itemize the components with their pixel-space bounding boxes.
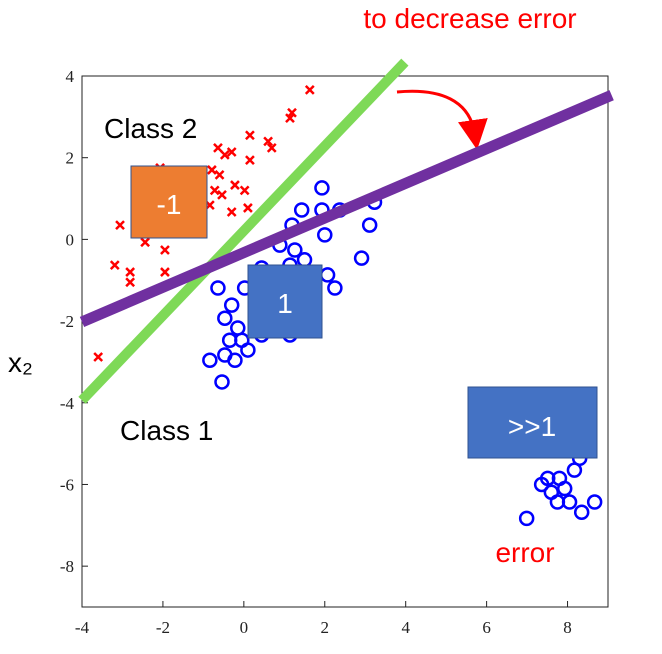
point [217, 189, 227, 200]
point [317, 227, 333, 243]
box-label: -1 [157, 189, 182, 220]
point [115, 220, 125, 230]
point [361, 217, 378, 233]
point [210, 280, 226, 296]
point [296, 252, 313, 268]
x-tick-label: 6 [482, 618, 491, 637]
label-box [130, 165, 208, 239]
point [573, 504, 590, 520]
point [304, 85, 315, 95]
y-tick-label: -8 [60, 557, 74, 576]
point [160, 267, 170, 277]
point [287, 242, 303, 258]
point [214, 374, 230, 390]
point [586, 494, 603, 510]
point [230, 180, 240, 190]
point [549, 494, 566, 510]
y-tick-label: 2 [66, 149, 75, 168]
point [314, 180, 330, 196]
point [217, 310, 233, 326]
point [239, 185, 250, 196]
y-tick-label: -4 [60, 394, 75, 413]
point [125, 277, 136, 288]
boundary-line [79, 90, 614, 327]
x-tick-label: 2 [321, 618, 330, 637]
point [353, 250, 370, 266]
point [219, 149, 230, 160]
x-tick-label: 8 [563, 618, 572, 637]
x-tick-label: -2 [156, 618, 170, 637]
point [226, 207, 237, 217]
label-box [467, 386, 598, 459]
point [245, 155, 255, 166]
point [226, 147, 237, 157]
point [266, 143, 277, 153]
point [223, 297, 240, 313]
point [533, 476, 550, 493]
class-label: Class 2 [104, 113, 197, 144]
point [518, 510, 535, 527]
point [214, 169, 225, 180]
point [206, 165, 217, 175]
y-tick-label: -6 [60, 475, 74, 494]
y-tick-label: 0 [66, 230, 75, 249]
point [125, 267, 136, 277]
x-tick-label: -4 [75, 618, 90, 637]
point [109, 260, 120, 271]
point [227, 352, 243, 369]
point [209, 185, 220, 196]
point [160, 245, 170, 255]
point [202, 352, 218, 369]
y-axis-label: x₂ [8, 347, 33, 378]
annotation: to decrease error [363, 3, 576, 34]
box-label: 1 [277, 288, 293, 319]
point [243, 203, 253, 213]
point [287, 107, 297, 118]
x-tick-label: 0 [240, 618, 249, 637]
point [245, 130, 255, 141]
arrow [396, 89, 488, 150]
label-box [247, 264, 323, 339]
point [140, 237, 151, 248]
point [93, 352, 104, 362]
class-label: Class 1 [120, 415, 213, 446]
point [263, 136, 274, 147]
point [327, 280, 343, 296]
annotation: error [495, 537, 554, 568]
point [285, 113, 295, 123]
boundary-line [78, 58, 409, 404]
x-tick-label: 4 [401, 618, 410, 637]
y-tick-label: -2 [60, 312, 74, 331]
point [240, 342, 256, 358]
y-tick-label: 4 [66, 67, 75, 86]
point [293, 202, 310, 218]
plot-frame [81, 75, 609, 608]
point [556, 480, 573, 497]
point [319, 267, 336, 283]
point [213, 143, 223, 153]
box-label: >>1 [508, 411, 556, 442]
